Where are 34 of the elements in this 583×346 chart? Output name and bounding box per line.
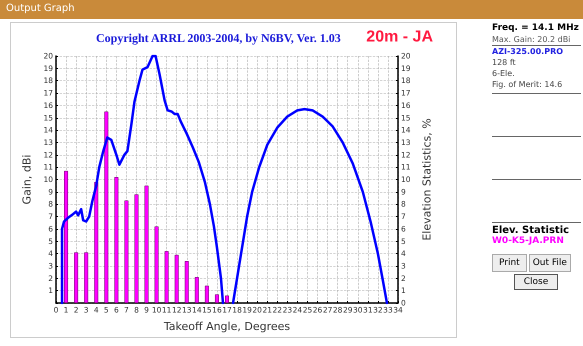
- chart-subtitle: Copyright ARRL 2003-2004, by N6BV, Ver. 1.03: [96, 31, 341, 45]
- text: W0-K5-JA.PRN: [492, 236, 565, 246]
- bar: [154, 226, 159, 303]
- bar: [114, 177, 118, 303]
- y-axis-title: Gain, dBi: [20, 154, 34, 204]
- bar: [104, 112, 108, 303]
- bar: [194, 277, 199, 303]
- text: Max. Gain: 20.2 dBi: [492, 34, 581, 46]
- bar: [164, 251, 169, 303]
- window-title-bar: Output Graph: [0, 0, 583, 19]
- bar: [124, 200, 128, 303]
- bar: [74, 252, 78, 303]
- y2-axis-title: Elevation Statistics, %: [420, 118, 434, 241]
- bar: [225, 296, 229, 303]
- text: Out File: [528, 254, 571, 272]
- text: Close: [514, 274, 558, 290]
- bar: [174, 254, 179, 303]
- text: Print: [492, 254, 527, 272]
- text: AZI-325.00.PRO: [492, 46, 564, 57]
- text: Fig. of Merit: 14.6: [492, 79, 564, 90]
- text: Freq. = 14.1 MHz: [492, 23, 580, 34]
- text: 6-Ele.: [492, 68, 516, 79]
- bar: [134, 194, 138, 303]
- text: 128 ft: [492, 57, 517, 68]
- bar: [94, 182, 98, 303]
- chart-title: 20m - JA: [366, 28, 434, 46]
- text: Elev. Statistic: [492, 225, 570, 236]
- bar: [64, 170, 68, 303]
- bar: [204, 286, 209, 303]
- x-axis-title: Takeoff Angle, Degrees: [162, 320, 290, 333]
- bar: [214, 294, 219, 303]
- bar: [144, 186, 149, 303]
- bar: [84, 252, 88, 303]
- bar: [184, 261, 189, 303]
